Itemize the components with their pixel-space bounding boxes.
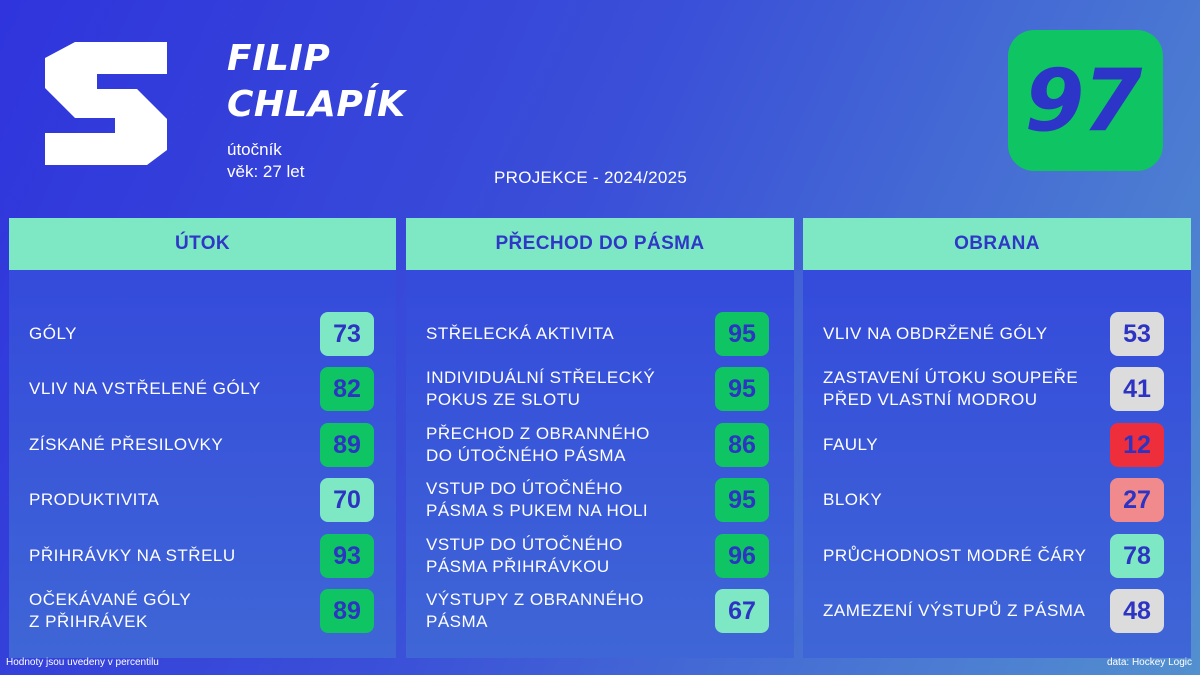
metric-row: VLIV NA OBDRŽENÉ GÓLY [823, 312, 1113, 356]
metric-row: PRODUKTIVITA [29, 478, 319, 522]
metric-label: VSTUP DO ÚTOČNÉHO PÁSMA S PUKEM NA HOLI [426, 479, 649, 520]
metric-label: VSTUP DO ÚTOČNÉHO PÁSMA PŘIHRÁVKOU [426, 535, 623, 576]
metric-value-badge: 96 [715, 534, 769, 578]
metric-label: VLIV NA VSTŘELENÉ GÓLY [29, 379, 261, 398]
metric-row: ZAMEZENÍ VÝSTUPŮ Z PÁSMA [823, 589, 1113, 633]
metric-value-badge: 89 [320, 423, 374, 467]
player-name: FILIP CHLAPÍK [227, 36, 406, 128]
metric-row: BLOKY [823, 478, 1113, 522]
metric-label: BLOKY [823, 490, 883, 509]
player-age: věk: 27 let [227, 162, 305, 181]
metric-row: OČEKÁVANÉ GÓLY Z PŘIHRÁVEK [29, 589, 319, 633]
metric-label: ZAMEZENÍ VÝSTUPŮ Z PÁSMA [823, 601, 1086, 620]
metric-value-badge: 86 [715, 423, 769, 467]
metric-label: PRODUKTIVITA [29, 490, 160, 509]
player-first-name: FILIP [227, 38, 331, 79]
metric-value-badge: 70 [320, 478, 374, 522]
metric-label: PŘIHRÁVKY NA STŘELU [29, 546, 236, 565]
panel-title: ÚTOK [9, 218, 396, 270]
panel-title: PŘECHOD DO PÁSMA [406, 218, 794, 270]
team-logo [45, 42, 167, 165]
metric-row: GÓLY [29, 312, 319, 356]
metric-label: STŘELECKÁ AKTIVITA [426, 324, 615, 343]
player-last-name: CHLAPÍK [227, 84, 406, 125]
metric-row: VSTUP DO ÚTOČNÉHO PÁSMA S PUKEM NA HOLI [426, 478, 716, 522]
metric-value-badge: 27 [1110, 478, 1164, 522]
metric-row: VÝSTUPY Z OBRANNÉHO PÁSMA [426, 589, 716, 633]
metric-label: VLIV NA OBDRŽENÉ GÓLY [823, 324, 1048, 343]
panel-obrana: OBRANA VLIV NA OBDRŽENÉ GÓLY 53 ZASTAVENÍ … [803, 218, 1191, 658]
metric-row: VSTUP DO ÚTOČNÉHO PÁSMA PŘIHRÁVKOU [426, 534, 716, 578]
overall-rating-badge: 97 [1008, 30, 1163, 171]
metric-row: ZÍSKANÉ PŘESILOVKY [29, 423, 319, 467]
metric-row: VLIV NA VSTŘELENÉ GÓLY [29, 367, 319, 411]
metric-row: ZASTAVENÍ ÚTOKU SOUPEŘE PŘED VLASTNÍ MOD… [823, 367, 1113, 411]
metric-row: PŘIHRÁVKY NA STŘELU [29, 534, 319, 578]
metric-value-badge: 78 [1110, 534, 1164, 578]
metric-value-badge: 95 [715, 478, 769, 522]
metric-value-badge: 95 [715, 312, 769, 356]
metric-value-badge: 93 [320, 534, 374, 578]
metric-row: FAULY [823, 423, 1113, 467]
metric-label: PŘECHOD Z OBRANNÉHO DO ÚTOČNÉHO PÁSMA [426, 424, 650, 465]
metric-value-badge: 67 [715, 589, 769, 633]
metric-label: OČEKÁVANÉ GÓLY Z PŘIHRÁVEK [29, 590, 192, 631]
metric-value-badge: 82 [320, 367, 374, 411]
metric-value-badge: 53 [1110, 312, 1164, 356]
metric-value-badge: 48 [1110, 589, 1164, 633]
metric-label: INDIVIDUÁLNÍ STŘELECKÝ POKUS ZE SLOTU [426, 368, 656, 409]
metric-value-badge: 12 [1110, 423, 1164, 467]
metric-value-badge: 95 [715, 367, 769, 411]
metric-row: STŘELECKÁ AKTIVITA [426, 312, 716, 356]
data-source: data: Hockey Logic [1106, 657, 1192, 668]
metric-row: PRŮCHODNOST MODRÉ ČÁRY [823, 534, 1113, 578]
panel-title: OBRANA [803, 218, 1191, 270]
footnote: Hodnoty jsou uvedeny v percentilu [6, 657, 159, 668]
metric-label: ZÍSKANÉ PŘESILOVKY [29, 435, 224, 454]
metric-value-badge: 89 [320, 589, 374, 633]
metric-label: PRŮCHODNOST MODRÉ ČÁRY [823, 546, 1087, 565]
metric-row: PŘECHOD Z OBRANNÉHO DO ÚTOČNÉHO PÁSMA [426, 423, 716, 467]
metric-label: FAULY [823, 435, 879, 454]
panel-utok: ÚTOK GÓLY 73 VLIV NA VSTŘELENÉ GÓLY 82 ZÍSKA… [9, 218, 396, 658]
metric-value-badge: 41 [1110, 367, 1164, 411]
panel-prechod: PŘECHOD DO PÁSMA STŘELECKÁ AKTIVITA 95 IND… [406, 218, 794, 658]
projection-label: PROJEKCE - 2024/2025 [494, 168, 688, 187]
overall-rating-value: 97 [1024, 50, 1143, 151]
metric-label: ZASTAVENÍ ÚTOKU SOUPEŘE PŘED VLASTNÍ MOD… [823, 368, 1079, 409]
metric-row: INDIVIDUÁLNÍ STŘELECKÝ POKUS ZE SLOTU [426, 367, 716, 411]
player-position: útočník [227, 140, 282, 159]
metric-label: VÝSTUPY Z OBRANNÉHO PÁSMA [426, 590, 644, 631]
metric-value-badge: 73 [320, 312, 374, 356]
metric-label: GÓLY [29, 324, 77, 343]
